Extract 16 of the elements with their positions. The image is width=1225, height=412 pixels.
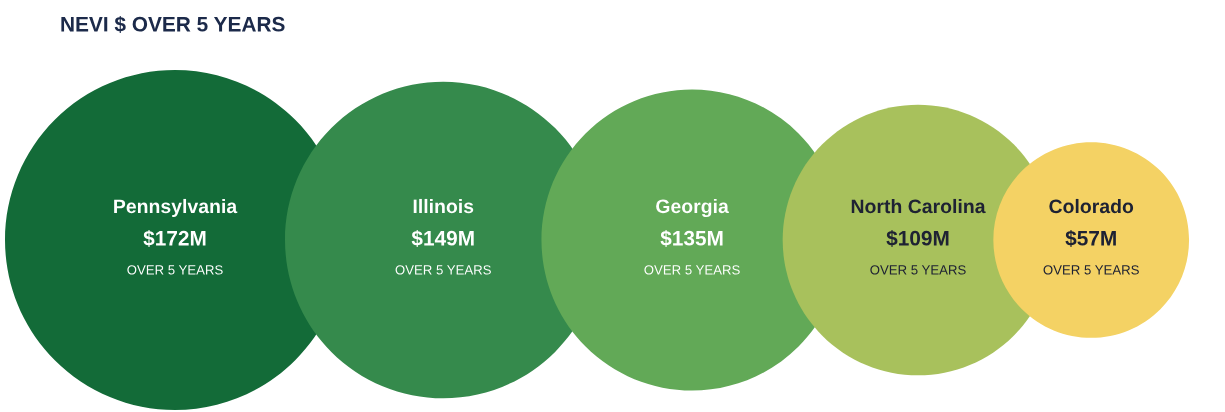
text: OVER 5 YEARS	[395, 265, 491, 275]
data-label: $149M	[411, 229, 474, 247]
data-label: $109M	[886, 229, 949, 247]
text: OVER 5 YEARS	[870, 265, 966, 275]
text: NEVI $ OVER 5 YEARS	[61, 15, 285, 33]
text: OVER 5 YEARS	[644, 265, 740, 275]
text: OVER 5 YEARS	[1043, 265, 1139, 275]
category-label: Georgia	[656, 198, 729, 218]
category-label: Colorado	[1049, 198, 1134, 214]
data-label: $135M	[660, 229, 723, 247]
category-label: North Carolina	[851, 198, 986, 214]
data-label: $172M	[143, 229, 206, 247]
text: OVER 5 YEARS	[127, 265, 223, 275]
category-label: Illinois	[413, 198, 474, 214]
category-label: Pennsylvania	[114, 198, 238, 218]
data-label: $57M	[1065, 229, 1116, 247]
